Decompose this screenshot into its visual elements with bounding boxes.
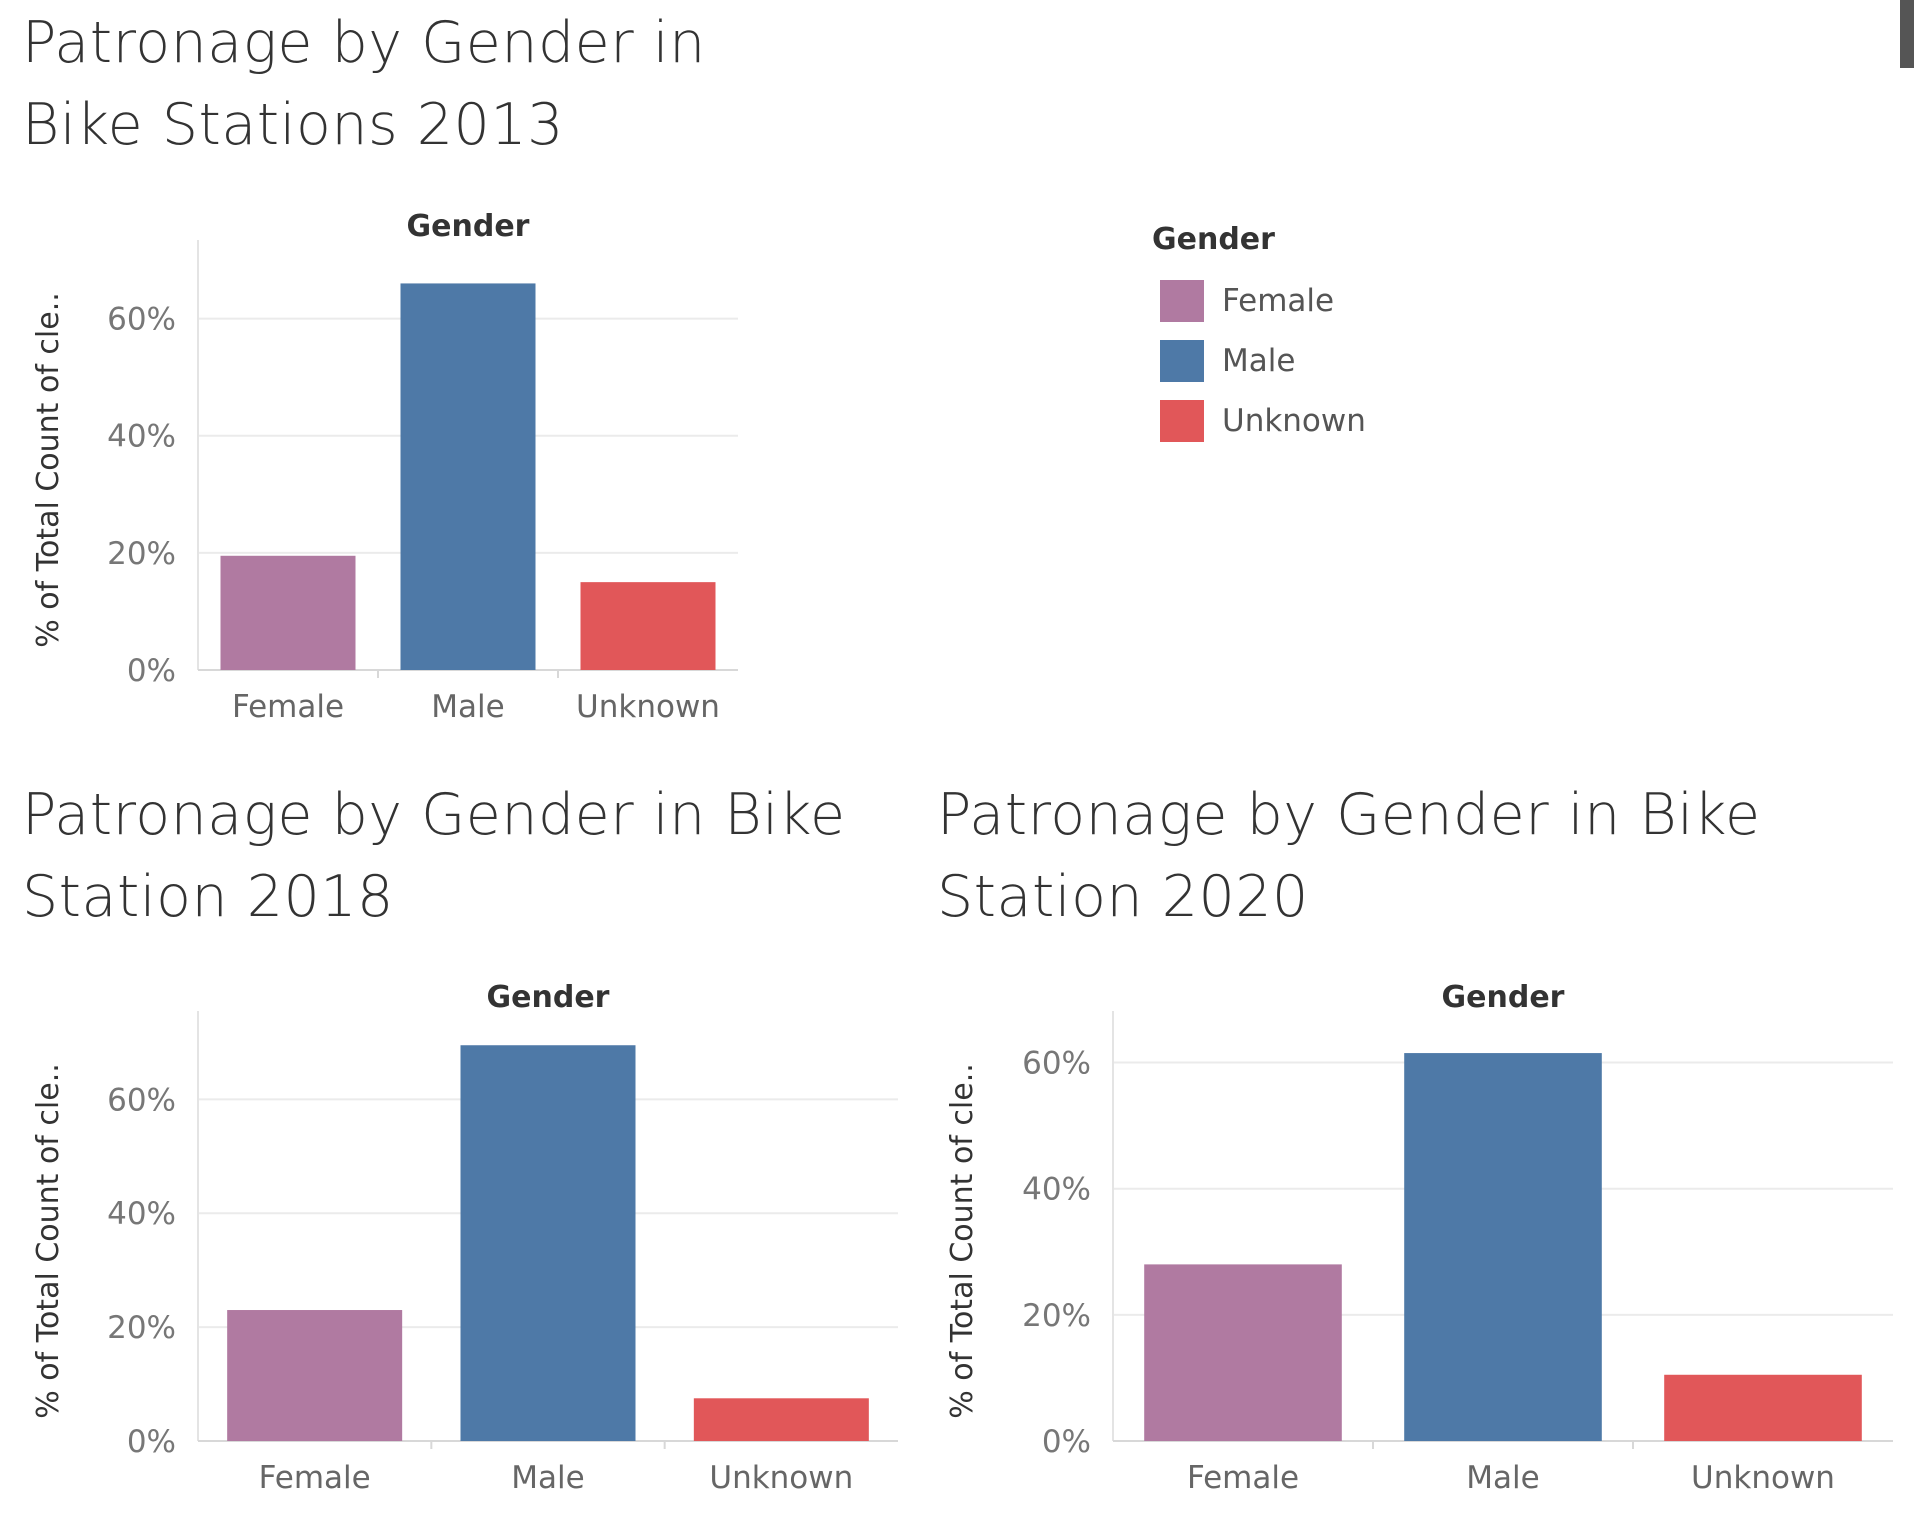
legend-swatch-male bbox=[1160, 340, 1204, 382]
title-2018: Patronage by Gender in Bike Station 2018 bbox=[22, 774, 922, 938]
category-label-unknown: Unknown bbox=[709, 1460, 853, 1496]
bar-female bbox=[220, 555, 356, 670]
legend-title: Gender bbox=[1152, 222, 1275, 257]
category-label-male: Male bbox=[1466, 1460, 1539, 1496]
title-2013-line-1: Patronage by Gender in bbox=[22, 10, 706, 76]
category-label-unknown: Unknown bbox=[576, 689, 720, 725]
y-tick-label: 40% bbox=[107, 419, 176, 455]
chart-2018: 0% 20% 40% 60% Female Male Unknown Gender % of T… bbox=[0, 971, 920, 1511]
chart-2018-svg: 0% 20% 40% 60% Female Male Unknown Gender % of T… bbox=[31, 980, 898, 1496]
category-label-male: Male bbox=[511, 1460, 584, 1496]
legend: Gender Female Male Unknown bbox=[1152, 222, 1366, 451]
bar-male bbox=[400, 283, 536, 670]
column-header: Gender bbox=[487, 980, 610, 1015]
y-tick-label: 40% bbox=[107, 1196, 176, 1232]
y-tick-label: 60% bbox=[107, 1082, 176, 1118]
y-tick-label: 20% bbox=[1022, 1298, 1091, 1334]
legend-label-unknown: Unknown bbox=[1222, 403, 1366, 439]
y-axis-label: % of Total Count of cle.. bbox=[31, 1063, 66, 1419]
bar-female bbox=[1144, 1264, 1342, 1441]
y-tick-label: 0% bbox=[127, 653, 176, 689]
bar-unknown bbox=[580, 582, 716, 670]
bar-unknown bbox=[693, 1398, 869, 1441]
category-label-female: Female bbox=[232, 689, 344, 725]
chart-2013-svg: 0% 20% 40% 60% Female Male Unknown Gender % of T… bbox=[31, 209, 738, 725]
y-tick-label: 60% bbox=[1022, 1046, 1091, 1082]
legend-swatch-female bbox=[1160, 280, 1204, 322]
chart-2020: 0% 20% 40% 60% Female Male Unknown Gender % of T… bbox=[914, 971, 1904, 1511]
legend-item-male[interactable]: Male bbox=[1152, 331, 1366, 391]
bar-male bbox=[460, 1045, 636, 1441]
y-tick-label: 20% bbox=[107, 1310, 176, 1346]
legend-swatch-unknown bbox=[1160, 400, 1204, 442]
chart-2013: 0% 20% 40% 60% Female Male Unknown Gender % of T… bbox=[0, 200, 760, 740]
category-label-male: Male bbox=[431, 689, 504, 725]
y-tick-label: 0% bbox=[127, 1424, 176, 1460]
legend-label-male: Male bbox=[1222, 343, 1296, 379]
title-2013: Patronage by Gender in Bike Stations 2013 bbox=[22, 2, 922, 166]
bar-female bbox=[227, 1310, 403, 1441]
title-2020-line-2: Station 2020 bbox=[937, 864, 1309, 930]
category-label-female: Female bbox=[259, 1460, 371, 1496]
y-tick-label: 60% bbox=[107, 302, 176, 338]
y-axis-label: % of Total Count of cle.. bbox=[31, 292, 66, 648]
title-2018-line-1: Patronage by Gender in Bike bbox=[22, 782, 846, 848]
legend-label-female: Female bbox=[1222, 283, 1335, 319]
scrollbar-tab[interactable] bbox=[1900, 0, 1914, 68]
chart-2020-svg: 0% 20% 40% 60% Female Male Unknown Gender % of T… bbox=[945, 980, 1893, 1496]
column-header: Gender bbox=[407, 209, 530, 244]
y-tick-label: 0% bbox=[1042, 1424, 1091, 1460]
legend-item-unknown[interactable]: Unknown bbox=[1152, 391, 1366, 451]
title-2018-line-2: Station 2018 bbox=[22, 864, 394, 930]
bar-unknown bbox=[1664, 1374, 1862, 1441]
legend-item-female[interactable]: Female bbox=[1152, 271, 1366, 331]
title-2020: Patronage by Gender in Bike Station 2020 bbox=[937, 774, 1837, 938]
y-tick-label: 20% bbox=[107, 536, 176, 572]
title-2020-line-1: Patronage by Gender in Bike bbox=[937, 782, 1761, 848]
bar-male bbox=[1404, 1053, 1602, 1441]
title-2013-line-2: Bike Stations 2013 bbox=[22, 92, 564, 158]
y-axis-label: % of Total Count of cle.. bbox=[945, 1063, 980, 1419]
category-label-female: Female bbox=[1187, 1460, 1299, 1496]
y-tick-label: 40% bbox=[1022, 1172, 1091, 1208]
category-label-unknown: Unknown bbox=[1691, 1460, 1835, 1496]
column-header: Gender bbox=[1442, 980, 1565, 1015]
